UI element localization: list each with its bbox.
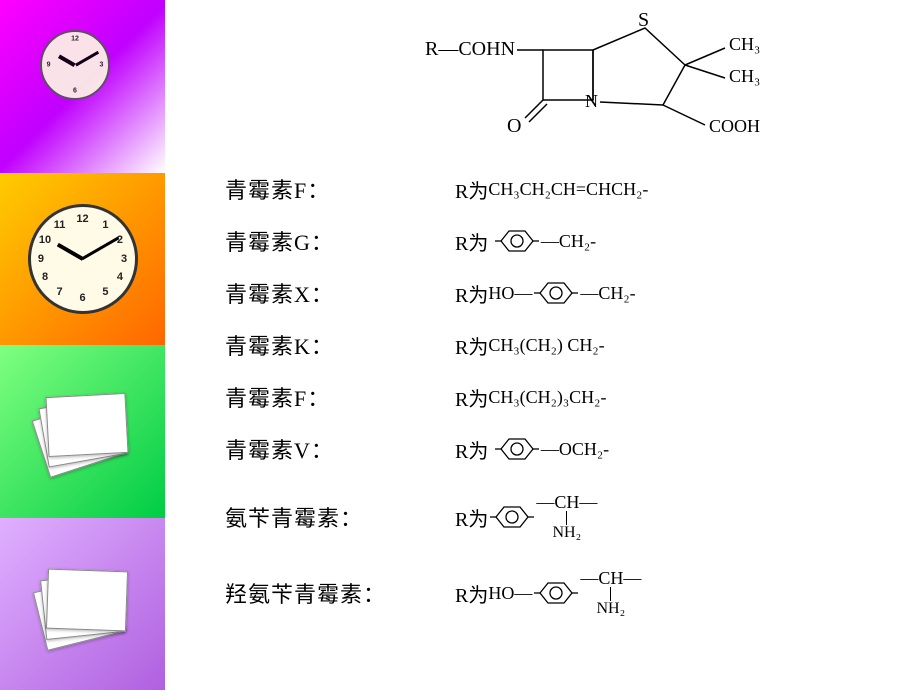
row-penicillin-f: 青霉素F： R为CH₃CH₂CH=CHCH₂- [225,170,865,208]
clock-icon: 12 3 6 9 [40,30,110,100]
row-label: 氨苄青霉素： [225,501,455,533]
benzene-icon [490,503,534,531]
decorative-sidebar: 12 3 6 9 12 1 2 3 4 5 6 7 8 9 10 11 [0,0,165,690]
row-formula: R为 —OCH₂- [455,435,609,464]
row-ampicillin: 氨苄青霉素： R为 —CH— NH₂ [225,482,865,552]
slide-content: R—COHN O N S CH₃ CH₃ [165,0,920,690]
r-group-list: 青霉素F： R为CH₃CH₂CH=CHCH₂- 青霉素G： R为 —CH₂- 青… [225,170,865,634]
row-label: 青霉素K： [225,329,455,361]
row-formula: R为CH₃(CH₂)₃CH₂- [455,383,606,412]
row-formula: R为CH₃CH₂CH=CHCH₂- [455,175,648,204]
o-atom: O [507,115,521,137]
cooh: COOH [709,116,760,136]
row-penicillin-k: 青霉素K： R为CH₃(CH₂) CH₂- [225,326,865,364]
row-penicillin-x: 青霉素X： R为HO— —CH₂- [225,274,865,312]
tile-papers-violet [0,518,165,690]
benzene-icon [495,435,539,463]
clock-icon: 12 1 2 3 4 5 6 7 8 9 10 11 [28,204,138,314]
penicillin-core-structure: R—COHN O N S CH₃ CH₃ [425,10,845,166]
row-label: 羟氨苄青霉素： [225,577,455,609]
benzene-icon [534,579,578,607]
row-formula: R为 —CH— NH₂ [455,493,597,541]
row-label: 青霉素F： [225,173,455,205]
row-formula: R为 —CH₂- [455,227,596,256]
row-formula: R为HO— —CH₂- [455,279,636,308]
tile-papers-green [0,345,165,518]
ch3-b: CH₃ [729,66,760,86]
row-label: 青霉素V： [225,433,455,465]
row-label: 青霉素X： [225,277,455,309]
row-penicillin-v: 青霉素V： R为 —OCH₂- [225,430,865,468]
s-atom: S [638,10,649,31]
row-amoxicillin: 羟氨苄青霉素： R为HO— —CH— NH₂ [225,558,865,628]
n-atom: N [585,91,598,111]
row-penicillin-f2: 青霉素F： R为CH₃(CH₂)₃CH₂- [225,378,865,416]
benzene-icon [534,279,578,307]
benzene-icon [495,227,539,255]
paper-stack-icon [33,391,133,471]
row-formula: R为CH₃(CH₂) CH₂- [455,331,605,360]
row-label: 青霉素G： [225,225,455,257]
tile-clock-magenta: 12 3 6 9 [0,0,165,173]
tile-clock-orange: 12 1 2 3 4 5 6 7 8 9 10 11 [0,173,165,346]
row-penicillin-g: 青霉素G： R为 —CH₂- [225,222,865,260]
ch3-a: CH₃ [729,34,760,54]
r-cohn-label: R—COHN [425,38,515,60]
paper-stack-icon [33,564,133,644]
row-label: 青霉素F： [225,381,455,413]
row-formula: R为HO— —CH— NH₂ [455,569,641,617]
